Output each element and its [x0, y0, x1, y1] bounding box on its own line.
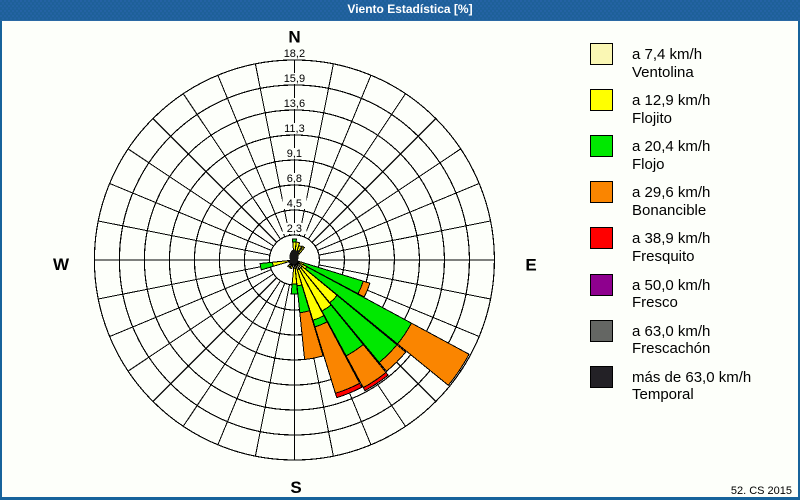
svg-text:13,6: 13,6 — [284, 98, 305, 110]
svg-text:2,3: 2,3 — [287, 223, 302, 235]
svg-text:18,2: 18,2 — [284, 48, 305, 60]
svg-text:N: N — [288, 28, 300, 47]
svg-text:15,9: 15,9 — [284, 73, 305, 85]
svg-text:W: W — [53, 255, 70, 274]
svg-text:11,3: 11,3 — [284, 123, 305, 135]
svg-text:9,1: 9,1 — [287, 148, 302, 160]
svg-text:E: E — [525, 256, 536, 275]
svg-text:4,5: 4,5 — [287, 198, 302, 210]
svg-text:6,8: 6,8 — [287, 173, 302, 185]
svg-text:S: S — [290, 478, 301, 497]
